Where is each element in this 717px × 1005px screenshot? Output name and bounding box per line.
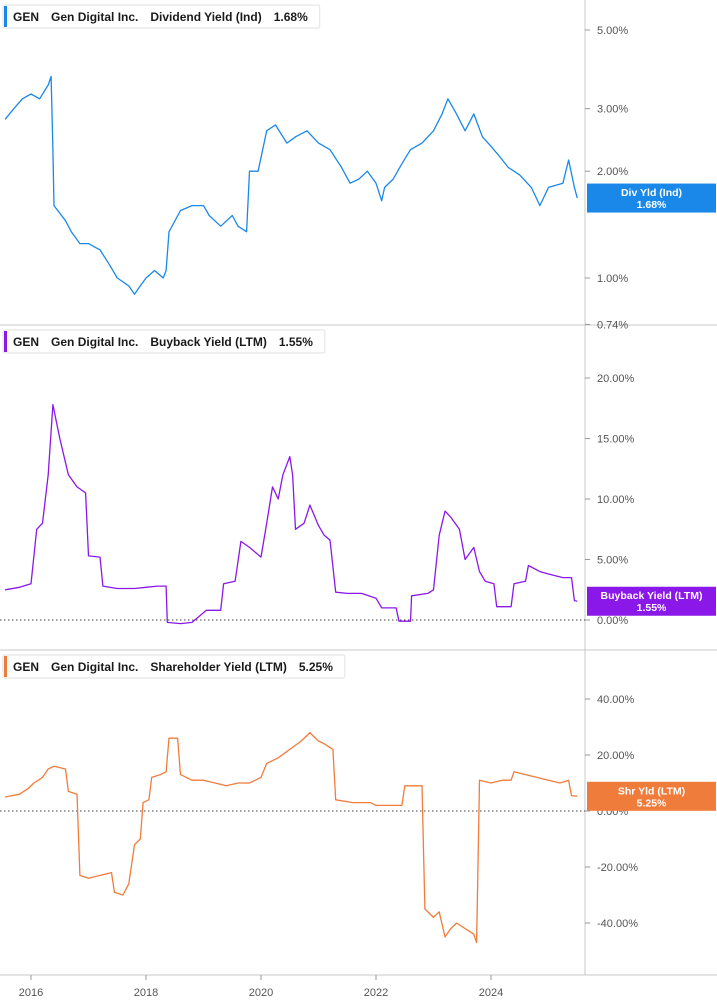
legend: GEN Gen Digital Inc. Buyback Yield (LTM) 1.… — [2, 329, 326, 354]
y-tick-label: 20.00% — [597, 373, 635, 385]
y-tick-label: 40.00% — [597, 694, 635, 706]
x-tick-label: 2018 — [134, 987, 158, 999]
y-tick-label: 20.00% — [597, 750, 635, 762]
y-tick-label: 10.00% — [597, 494, 635, 506]
current-value-number: 1.55% — [637, 602, 667, 614]
chart-panel-2: 20.00% 15.00% 10.00% 5.00% 0.00% GEN Gen Digit… — [0, 329, 716, 627]
y-tick-label: 3.00% — [597, 104, 628, 116]
legend: GEN Gen Digital Inc. Shareholder Yield (LT… — [2, 654, 346, 679]
legend-metric: Dividend Yield (Ind) — [150, 10, 261, 24]
legend: GEN Gen Digital Inc. Dividend Yield (Ind) 1… — [2, 4, 321, 29]
y-tick-label: 15.00% — [597, 434, 635, 446]
legend-ticker: GEN — [13, 10, 39, 24]
y-tick-label: 5.00% — [597, 555, 628, 567]
current-value-number: 5.25% — [637, 797, 667, 809]
series-line — [4, 731, 578, 944]
y-tick-label: 5.00% — [597, 25, 628, 37]
x-tick-label: 2016 — [19, 987, 43, 999]
legend-value: 1.55% — [279, 335, 313, 349]
legend-value: 5.25% — [299, 660, 333, 674]
legend-color-swatch — [4, 331, 7, 352]
y-tick-label: 2.00% — [597, 166, 628, 178]
legend-ticker: GEN — [13, 335, 39, 349]
x-tick-label: 2024 — [479, 987, 503, 999]
legend-box — [2, 4, 321, 29]
legend-metric: Shareholder Yield (LTM) — [150, 660, 286, 674]
current-value-name: Buyback Yield (LTM) — [601, 590, 703, 602]
chart-panel-3: 40.00%20.00%0.00%-20.00%-40.00%GEN Gen Di… — [0, 654, 716, 944]
legend-color-swatch — [4, 656, 7, 677]
legend-ticker: GEN — [13, 660, 39, 674]
current-value-badge — [587, 183, 716, 213]
current-value-name: Shr Yld (LTM) — [618, 785, 685, 797]
chart-panel-1: 5.00% 3.00% 2.00% 1.00% 0.74% GEN Gen Digital … — [2, 4, 716, 331]
x-tick-label: 2020 — [249, 987, 273, 999]
current-value-badge — [587, 781, 716, 811]
legend-box — [2, 329, 326, 354]
legend-box — [2, 654, 346, 679]
legend-color-swatch — [4, 6, 7, 27]
y-tick-label: 1.00% — [597, 273, 628, 285]
legend-metric: Buyback Yield (LTM) — [150, 335, 266, 349]
y-tick-label: -20.00% — [597, 862, 638, 874]
y-tick-label: 0.00% — [597, 615, 628, 627]
legend-value: 1.68% — [274, 10, 308, 24]
legend-company: Gen Digital Inc. — [51, 10, 138, 24]
series-line — [4, 403, 578, 625]
current-value-number: 1.68% — [637, 199, 667, 211]
x-tick-label: 2022 — [364, 987, 388, 999]
y-tick-label: 0.74% — [597, 319, 628, 331]
current-value-name: Div Yld (Ind) — [621, 187, 682, 199]
series-line — [4, 75, 578, 295]
legend-company: Gen Digital Inc. — [51, 660, 138, 674]
y-tick-label: -40.00% — [597, 918, 638, 930]
current-value-badge — [587, 586, 716, 616]
legend-company: Gen Digital Inc. — [51, 335, 138, 349]
